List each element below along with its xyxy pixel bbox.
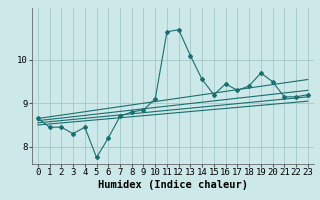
X-axis label: Humidex (Indice chaleur): Humidex (Indice chaleur) <box>98 180 248 190</box>
